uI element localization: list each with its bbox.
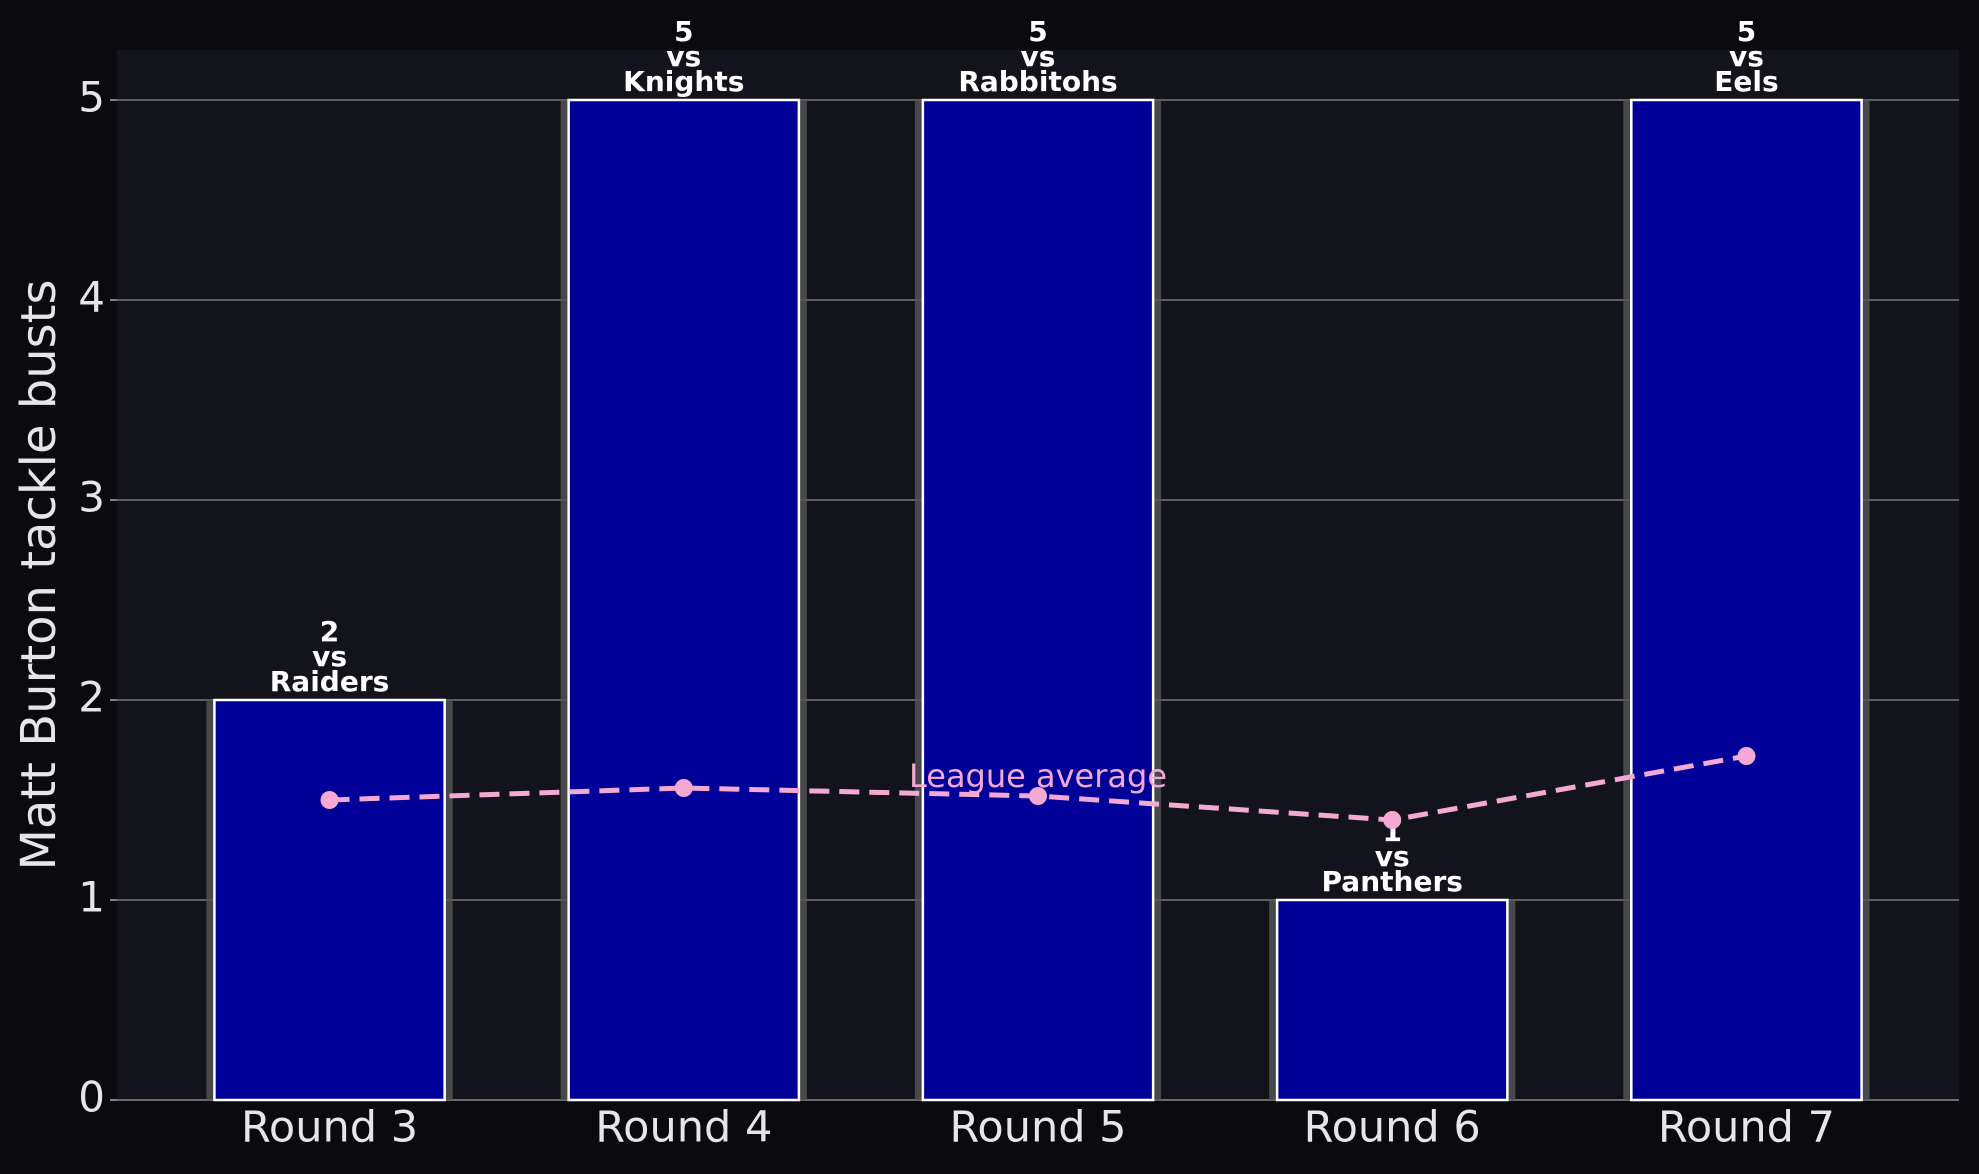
y-tick-label: 2 [78, 673, 105, 722]
x-tick-label: Round 3 [241, 1103, 418, 1153]
data-label-connector: vs [312, 640, 347, 673]
data-label-opponent: Eels [1714, 65, 1778, 98]
data-label-connector: vs [1021, 40, 1056, 73]
line-point [674, 779, 693, 797]
data-label-connector: vs [1375, 840, 1410, 873]
y-tick-label: 4 [78, 273, 105, 322]
line-point [1737, 747, 1756, 765]
data-label: 2 [320, 615, 339, 648]
line-point [320, 791, 339, 809]
data-label: 5 [1737, 15, 1756, 48]
line-point [1383, 811, 1402, 829]
data-label-opponent: Raiders [270, 665, 390, 698]
y-axis-label: Matt Burton tackle busts [11, 280, 67, 871]
x-tick-label: Round 5 [949, 1103, 1126, 1153]
data-label-connector: vs [666, 40, 701, 73]
x-tick-label: Round 6 [1304, 1103, 1481, 1153]
data-label: 5 [1028, 15, 1047, 48]
data-label-connector: vs [1729, 40, 1764, 73]
data-label-opponent: Rabbitohs [958, 65, 1117, 98]
bar [213, 698, 446, 1102]
line-label: League average [909, 757, 1167, 795]
bar [567, 98, 801, 1102]
line-point [1029, 787, 1047, 805]
y-tick-label: 1 [78, 873, 105, 922]
y-tick-label: 5 [78, 73, 105, 122]
bar [1630, 98, 1863, 1102]
y-tick-label: 0 [78, 1073, 105, 1122]
bar [1275, 898, 1509, 1102]
y-tick-label: 3 [78, 473, 105, 522]
bar [921, 98, 1155, 1102]
x-tick-label: Round 4 [595, 1103, 772, 1153]
data-label: 5 [674, 15, 693, 48]
data-label-opponent: Knights [623, 65, 744, 98]
data-label-opponent: Panthers [1322, 865, 1463, 898]
x-tick-label: Round 7 [1658, 1103, 1835, 1153]
